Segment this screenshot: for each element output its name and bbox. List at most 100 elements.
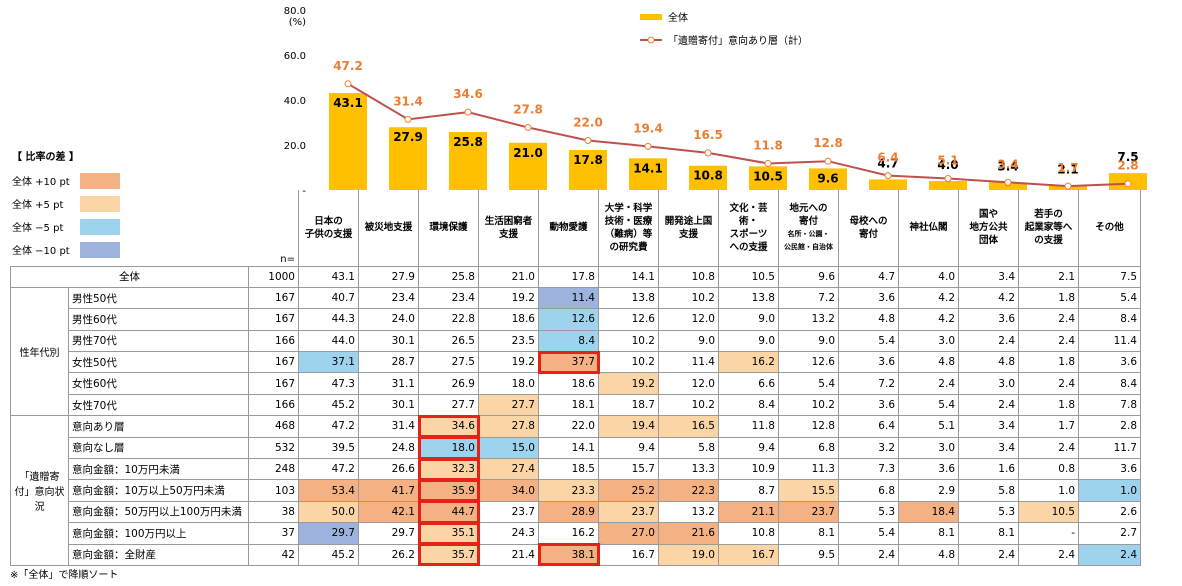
table-cell: 3.6 — [838, 286, 899, 310]
table-cell: 6.8 — [838, 479, 899, 502]
line-point — [1004, 178, 1012, 186]
line-value-label: 16.5 — [693, 128, 723, 142]
difference-swatch-minus10 — [80, 241, 120, 258]
line-value-label: 31.4 — [393, 94, 423, 108]
sample-size: 166 — [248, 329, 299, 353]
table-cell: 27.7 — [418, 393, 479, 417]
table-cell: 45.2 — [298, 393, 359, 417]
table-row: 男性60代 167 44.3 24.0 22.8 18.6 12.6 12.6 12.0 9.0 1… — [11, 308, 1141, 331]
table-cell: 26.6 — [358, 458, 419, 481]
table-row: 女性70代 166 45.2 30.1 27.7 27.7 18.1 18.7 10.2 8.4 1… — [11, 393, 1141, 417]
table-cell: 7.2 — [778, 286, 839, 310]
table-row: 意向金額：全財産 42 45.2 26.2 35.7 21.4 38.1 16.7 19.0 16… — [11, 543, 1141, 567]
row-label: 男性70代 — [68, 329, 249, 353]
y-tick-label: 60.0 — [284, 51, 306, 62]
table-cell: 23.4 — [358, 286, 419, 310]
line-point — [764, 159, 772, 167]
bar — [869, 179, 907, 190]
table-cell: 2.8 — [1078, 415, 1141, 438]
table-cell: 2.4 — [838, 543, 899, 566]
group-label: 「遺贈寄付」意向状況 — [10, 415, 69, 566]
table-cell: 2.4 — [958, 543, 1019, 566]
table-cell: 4.8 — [958, 351, 1019, 374]
table-cell: 15.5 — [778, 479, 839, 502]
line-value-label: 3.4 — [997, 157, 1018, 171]
column-header-line: 生活困窮者 — [484, 215, 533, 227]
sample-size: 167 — [248, 308, 299, 331]
line-point — [524, 123, 532, 131]
line-value-label: 34.6 — [453, 87, 483, 101]
table-cell: 11.4 — [538, 286, 599, 310]
bar — [989, 182, 1027, 190]
table-cell: 13.8 — [598, 286, 659, 310]
sample-size: 166 — [248, 393, 299, 417]
sample-size: 248 — [248, 458, 299, 481]
difference-legend-label: 全体 −5 pt — [12, 223, 64, 234]
row-label: 意向金額：10万以上50万円未満 — [68, 479, 249, 502]
table-cell: 8.1 — [898, 522, 959, 545]
table-cell: 4.2 — [958, 286, 1019, 310]
table-cell: 23.7 — [478, 500, 539, 524]
table-cell: 5.8 — [958, 479, 1019, 502]
column-header-line: 若手の — [1034, 209, 1063, 221]
table-cell: 27.9 — [358, 265, 419, 288]
table-cell: 12.8 — [778, 415, 839, 438]
table-cell: 13.2 — [778, 308, 839, 331]
column-header: 開発途上国 支援 — [658, 190, 719, 267]
table-cell: 6.8 — [778, 436, 839, 460]
table-cell: 2.4 — [958, 329, 1019, 353]
column-header-line: 起業家等へ — [1024, 222, 1073, 234]
table-cell: 24.0 — [358, 308, 419, 331]
column-header: 若手の 起業家等へ の支援 — [1018, 190, 1079, 267]
difference-legend-label: 全体 +10 pt — [12, 177, 70, 188]
table-cell: 16.7 — [718, 543, 779, 566]
table-cell: 38.1 — [537, 543, 600, 567]
table-cell: 10.8 — [718, 522, 779, 545]
n-header: n= — [280, 253, 295, 265]
table-cell: 2.4 — [958, 393, 1019, 417]
table-cell: 6.4 — [838, 415, 899, 438]
chart-legend: 全体 「遺贈寄付」意向あり層（計） — [640, 11, 808, 47]
column-header-line: 地方公共 — [969, 222, 1008, 234]
bar-value-label: 4.0 — [937, 158, 958, 172]
table-cell: 7.5 — [1078, 265, 1141, 288]
row-label: 意向金額：100万円以上 — [68, 522, 249, 545]
column-header-line: 地元への — [789, 202, 828, 214]
difference-legend-row: 全体 +5 pt — [12, 192, 120, 215]
table-cell: 1.0 — [1018, 479, 1079, 502]
y-axis: -20.040.060.080.0 — [284, 6, 307, 197]
line-series: 47.2 31.4 34.6 27.8 22.0 19.4 16.5 11.8 12.8 6.4 5… — [333, 59, 1139, 190]
sample-size: 103 — [248, 479, 299, 502]
sample-size: 167 — [248, 372, 299, 395]
column-header-line: 名所・公園・ — [787, 229, 830, 238]
line-value-label: 2.8 — [1117, 159, 1138, 173]
column-header-line: 寄付 — [798, 215, 818, 227]
table-cell: 27.8 — [478, 415, 539, 438]
table-cell: 22.3 — [658, 479, 719, 502]
table-cell: 7.2 — [838, 372, 899, 395]
column-header-line: 国や — [978, 209, 998, 221]
table-cell: 10.9 — [718, 458, 779, 481]
table-cell: 1.8 — [1018, 351, 1079, 374]
table-cell: 9.0 — [658, 329, 719, 353]
table-cell: 2.4 — [1018, 543, 1079, 566]
sample-size: 167 — [248, 351, 299, 374]
table-cell: 23.7 — [778, 500, 839, 524]
table-cell: 28.7 — [358, 351, 419, 374]
legend-bar-label: 全体 — [668, 11, 688, 24]
sample-size: 37 — [248, 522, 299, 545]
bar-value-label: 21.0 — [513, 146, 543, 160]
row-label: 意向金額：50万円以上100万円未満 — [68, 500, 249, 524]
bar — [389, 127, 427, 190]
sample-size: 42 — [248, 543, 299, 566]
row-label: 意向なし層 — [68, 436, 249, 460]
line-point — [704, 149, 712, 157]
column-header: 動物愛護 — [538, 190, 599, 267]
column-header-line: 日本の — [314, 215, 343, 227]
table-cell: 18.0 — [417, 436, 480, 460]
table-cell: 3.6 — [838, 351, 899, 374]
table-cell: 30.1 — [358, 393, 419, 417]
column-header-line: 寄付 — [858, 228, 878, 240]
table-cell: 27.0 — [598, 522, 659, 545]
table-cell: 26.5 — [418, 329, 479, 353]
